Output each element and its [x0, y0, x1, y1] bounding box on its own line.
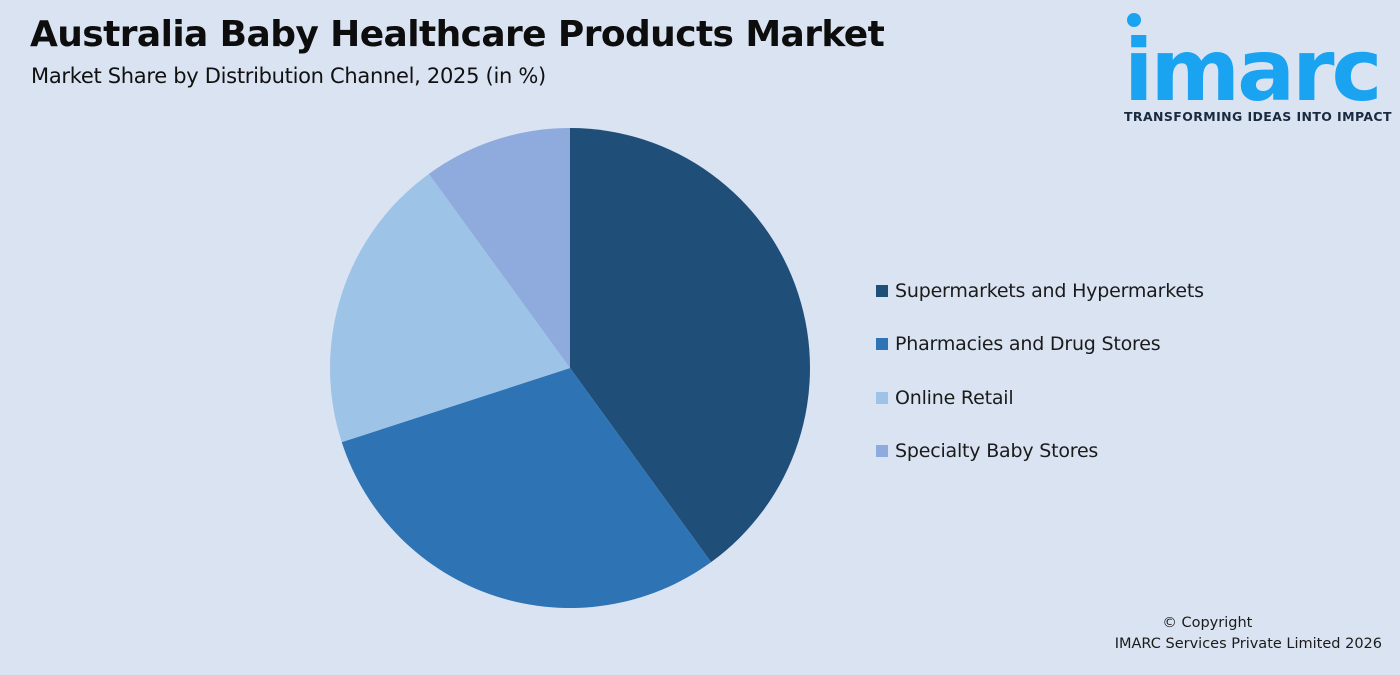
legend-label: Online Retail [895, 386, 1014, 409]
copyright-line-1: © Copyright [1162, 615, 1253, 631]
legend-item: Supermarkets and Hypermarkets [876, 264, 1204, 318]
legend-swatch [876, 284, 888, 297]
legend-label: Pharmacies and Drug Stores [895, 333, 1161, 356]
legend-item: Online Retail [876, 371, 1204, 425]
imarc-logo: imarc TRANSFORMING IDEAS INTO IMPACT [1118, 8, 1394, 128]
pie-slice-pharmacies-and-drug-stores [341, 368, 712, 608]
logo-wordmark: imarc [1124, 21, 1383, 121]
legend-swatch [876, 391, 888, 404]
legend-item: Pharmacies and Drug Stores [876, 318, 1204, 372]
legend-swatch [876, 445, 888, 458]
pie-slice-supermarkets-and-hypermarkets [570, 128, 811, 563]
copyright-notice: © Copyright IMARC Services Private Limit… [1115, 613, 1382, 655]
pie-slice-online-retail [330, 173, 570, 443]
legend-item: Specialty Baby Stores [876, 425, 1204, 479]
chart-title: Australia Baby Healthcare Products Marke… [30, 14, 885, 55]
pie-slice-specialty-baby-stores [428, 128, 570, 368]
legend-label: Specialty Baby Stores [895, 440, 1099, 463]
chart-legend: Supermarkets and Hypermarkets Pharmacies … [876, 264, 1204, 478]
chart-subtitle: Market Share by Distribution Channel, 20… [31, 64, 546, 88]
copyright-line-2: IMARC Services Private Limited 2026 [1114, 636, 1382, 652]
logo-dot [1127, 13, 1141, 27]
pie-chart [330, 128, 811, 608]
legend-swatch [876, 338, 888, 351]
logo-tagline: TRANSFORMING IDEAS INTO IMPACT [1124, 109, 1392, 124]
legend-label: Supermarkets and Hypermarkets [895, 279, 1204, 302]
